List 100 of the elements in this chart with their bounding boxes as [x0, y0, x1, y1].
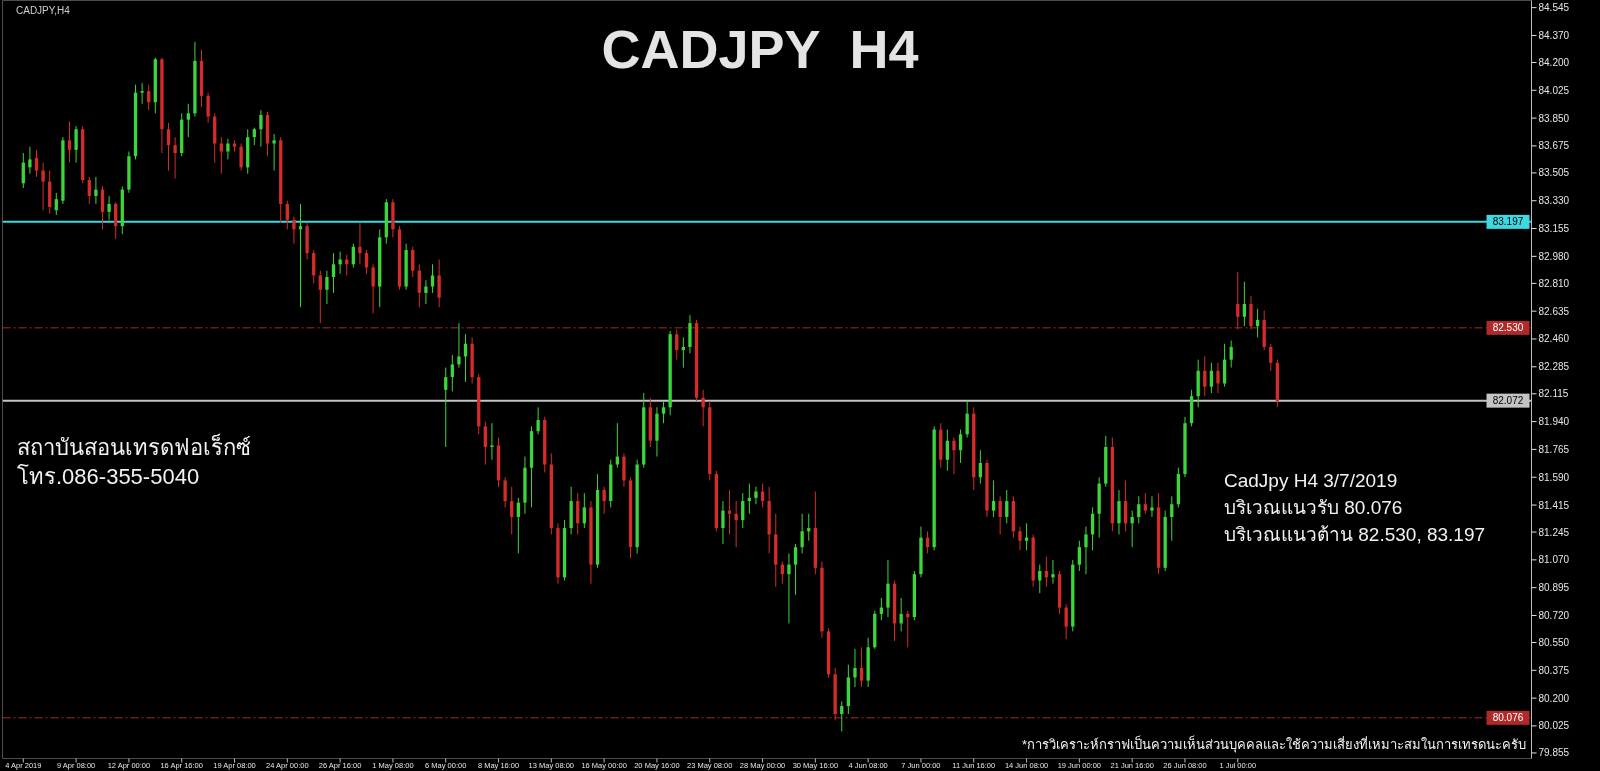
candlestick — [1150, 495, 1154, 518]
candlestick — [1143, 492, 1148, 515]
y-tick-label: 79.855 — [1538, 747, 1570, 759]
y-tick-label: 80.720 — [1538, 610, 1570, 621]
candlestick — [1249, 295, 1253, 330]
candlestick — [615, 422, 619, 469]
candlestick — [424, 279, 428, 305]
y-tick-label: 82.460 — [1538, 333, 1570, 345]
candlestick — [536, 406, 540, 435]
ref-line-label: 80.076 — [1492, 712, 1524, 724]
ref-line-label: 82.530 — [1492, 322, 1524, 334]
y-tick-label: 84.370 — [1538, 29, 1570, 41]
annotation: *การวิเคราะห์กราฟเป็นความเห็นส่วนบุคคลและใช้ความเสี่ยงที่เหมาะสมในการเทรดนะครับ — [1021, 737, 1526, 752]
candlestick — [681, 336, 685, 369]
candlestick — [952, 437, 956, 475]
candlestick — [114, 201, 118, 240]
candlestick — [1117, 489, 1121, 535]
candlestick — [186, 103, 190, 138]
candlestick — [173, 136, 177, 179]
candlestick — [1024, 522, 1029, 551]
candlestick — [859, 646, 864, 688]
candlestick — [100, 185, 105, 230]
y-tick-label: 81.940 — [1538, 416, 1570, 428]
candlestick — [701, 389, 705, 427]
y-tick-label: 82.980 — [1538, 250, 1570, 262]
y-tick-label: 81.070 — [1538, 554, 1570, 566]
candlestick — [259, 109, 263, 148]
candlestick — [1137, 495, 1141, 524]
candlestick — [490, 422, 494, 461]
annotation: CadJpy H4 3/7/2019 — [1224, 470, 1398, 491]
candlestick — [411, 246, 415, 278]
candlestick — [688, 314, 692, 354]
candlestick — [312, 249, 316, 284]
candlestick — [417, 263, 421, 308]
y-tick-label: 81.415 — [1538, 499, 1570, 511]
candlestick — [1242, 281, 1247, 327]
y-tick-label: 84.025 — [1538, 84, 1570, 96]
y-tick-label: 83.850 — [1538, 112, 1570, 124]
candlestick — [107, 195, 111, 221]
candlestick — [998, 495, 1002, 535]
annotation: บริเวณแนวรับ 80.076 — [1224, 497, 1403, 518]
candlestick — [450, 354, 454, 392]
candlestick — [292, 216, 296, 245]
candlestick — [41, 162, 45, 211]
candlestick — [444, 367, 448, 448]
candlestick — [1203, 355, 1207, 397]
candlestick — [74, 125, 78, 164]
candlestick — [503, 476, 507, 508]
candlestick — [886, 559, 890, 618]
candlestick — [754, 486, 758, 505]
candlestick — [807, 513, 811, 542]
candlestick — [1216, 362, 1220, 394]
candlestick — [1170, 495, 1174, 542]
candlestick — [1123, 479, 1128, 532]
candlestick — [1077, 540, 1082, 572]
title: CADJPY H4 — [601, 19, 919, 79]
candlestick — [206, 92, 210, 124]
candlestick — [437, 259, 441, 308]
y-tick-label: 83.675 — [1538, 140, 1570, 152]
candlestick — [675, 328, 679, 361]
ref-line-label: 82.072 — [1492, 395, 1524, 407]
candlestick — [741, 492, 745, 529]
candlestick — [34, 149, 39, 178]
y-tick-label: 80.375 — [1538, 664, 1570, 676]
candlestick — [166, 122, 171, 172]
annotation: โทร.086-355-5040 — [17, 464, 200, 489]
candlestick — [1018, 525, 1022, 551]
y-tick-label: 81.765 — [1538, 443, 1570, 455]
candlestick — [510, 486, 514, 535]
candlestick — [793, 543, 798, 596]
candlestick — [239, 143, 243, 172]
candlestick — [991, 479, 996, 518]
candlestick — [582, 492, 586, 529]
annotation: บริเวณแนวต้าน 82.530, 83.197 — [1224, 524, 1486, 545]
candlestick — [1064, 603, 1068, 640]
candlestick — [226, 138, 230, 160]
candlestick — [906, 610, 910, 648]
y-tick-label: 80.895 — [1538, 582, 1570, 594]
candlestick — [1038, 564, 1042, 594]
y-tick-label: 84.200 — [1538, 56, 1570, 68]
candlestick — [358, 222, 362, 265]
y-tick-label: 84.545 — [1538, 2, 1570, 14]
candlestick — [747, 483, 751, 515]
candlestick — [298, 203, 303, 308]
candlestick — [800, 513, 804, 555]
y-tick-label: 82.115 — [1538, 388, 1569, 400]
y-tick-label: 80.550 — [1538, 637, 1570, 648]
candlestick — [576, 492, 580, 535]
candlestick — [272, 133, 276, 172]
candlestick — [945, 429, 950, 472]
candlestick — [338, 251, 342, 275]
candlestick — [734, 500, 738, 548]
candlestick — [622, 452, 626, 488]
candlestick — [1005, 489, 1009, 524]
candlestick — [721, 500, 725, 545]
candlestick — [371, 263, 375, 315]
candlestick — [1229, 340, 1233, 369]
candlestick — [67, 120, 72, 164]
candlestick — [1209, 362, 1214, 394]
annotation: CADJPY,H4 — [16, 5, 70, 16]
